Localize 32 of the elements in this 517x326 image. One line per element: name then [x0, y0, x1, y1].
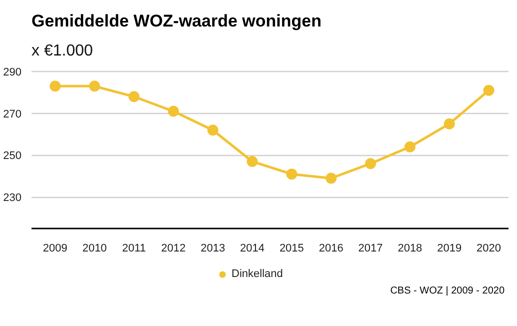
point	[246, 156, 258, 168]
point	[444, 118, 455, 130]
x-tick-label: 2009	[42, 242, 68, 254]
x-tick-label: 2016	[318, 242, 344, 254]
y-tick-label: 290	[3, 66, 22, 78]
point	[50, 80, 61, 92]
point	[207, 124, 218, 136]
chart-subtitle: x €1.000	[32, 42, 93, 60]
x-tick-label: 2018	[398, 242, 422, 254]
point	[128, 91, 140, 102]
x-tick-label: 2010	[82, 242, 107, 254]
x-tick-label: 2019	[437, 242, 462, 254]
x-tick-label: 2013	[200, 242, 226, 254]
chart-title: Gemiddelde WOZ-waarde woningen	[32, 12, 322, 30]
point	[404, 141, 416, 152]
x-tick-label: 2012	[161, 242, 186, 254]
x-tick-label: 2011	[122, 242, 146, 254]
point	[326, 172, 337, 184]
y-tick-label: 270	[3, 108, 22, 120]
point	[286, 168, 298, 180]
point	[168, 106, 179, 117]
x-tick-label: 2015	[279, 242, 304, 254]
point	[89, 80, 100, 92]
y-tick-label: 230	[3, 192, 22, 204]
legend-label: Dinkelland	[232, 268, 283, 280]
x-tick-label: 2017	[358, 242, 383, 254]
y-tick-label: 250	[3, 150, 22, 162]
x-tick-label: 2020	[476, 242, 502, 254]
point	[365, 158, 376, 170]
point	[483, 84, 494, 96]
x-tick-label: 2014	[240, 242, 265, 254]
text: CBS - WOZ | 2009 - 2020	[390, 286, 505, 296]
